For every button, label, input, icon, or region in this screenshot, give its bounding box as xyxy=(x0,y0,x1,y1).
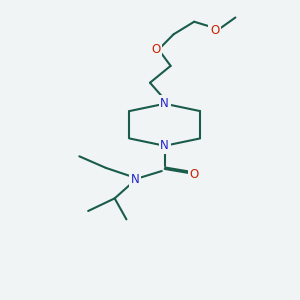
Text: N: N xyxy=(160,139,169,152)
Text: N: N xyxy=(160,97,169,110)
Text: N: N xyxy=(131,173,140,186)
Text: O: O xyxy=(190,168,199,181)
Text: O: O xyxy=(210,24,219,37)
Text: O: O xyxy=(151,43,160,56)
